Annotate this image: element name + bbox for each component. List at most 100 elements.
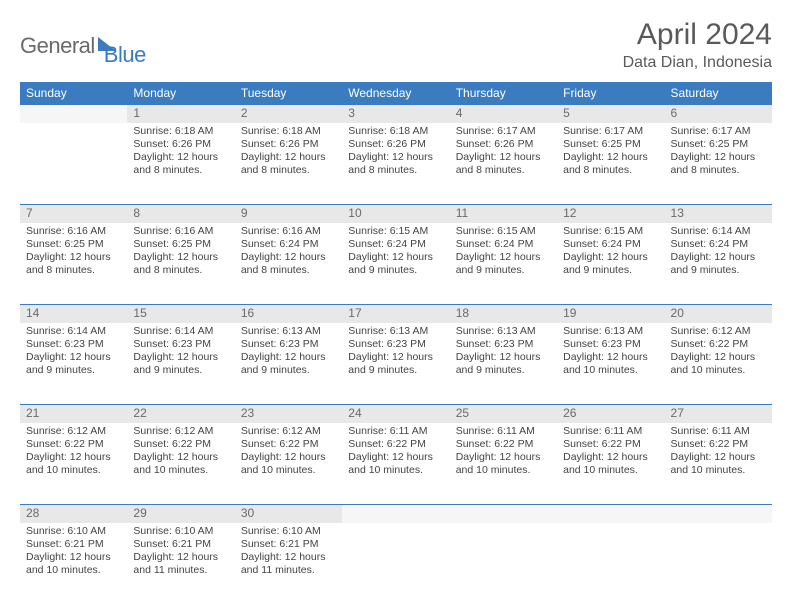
sunrise-line: Sunrise: 6:12 AM — [133, 425, 228, 438]
day-cell: Sunrise: 6:11 AMSunset: 6:22 PMDaylight:… — [342, 423, 449, 505]
month-title: April 2024 — [623, 18, 772, 52]
day-header: Tuesday — [235, 82, 342, 105]
header: General Blue April 2024 Data Dian, Indon… — [20, 18, 772, 72]
logo-text-general: General — [20, 33, 95, 59]
daylight-line: Daylight: 12 hours and 8 minutes. — [241, 151, 336, 177]
day-cell: Sunrise: 6:14 AMSunset: 6:23 PMDaylight:… — [127, 323, 234, 405]
sunrise-line: Sunrise: 6:17 AM — [671, 125, 766, 138]
day-cell: Sunrise: 6:10 AMSunset: 6:21 PMDaylight:… — [127, 523, 234, 605]
day-cell: Sunrise: 6:18 AMSunset: 6:26 PMDaylight:… — [127, 123, 234, 205]
day-cell — [342, 523, 449, 605]
day-cell: Sunrise: 6:18 AMSunset: 6:26 PMDaylight:… — [235, 123, 342, 205]
sunrise-line: Sunrise: 6:10 AM — [133, 525, 228, 538]
day-number-cell: 2 — [235, 105, 342, 123]
day-cell — [450, 523, 557, 605]
day-header: Thursday — [450, 82, 557, 105]
sunrise-line: Sunrise: 6:14 AM — [671, 225, 766, 238]
sunrise-line: Sunrise: 6:13 AM — [348, 325, 443, 338]
sunset-line: Sunset: 6:26 PM — [348, 138, 443, 151]
sunrise-line: Sunrise: 6:16 AM — [241, 225, 336, 238]
day-number-cell: 22 — [127, 405, 234, 423]
sunset-line: Sunset: 6:23 PM — [348, 338, 443, 351]
day-number-cell: 8 — [127, 205, 234, 223]
day-cell: Sunrise: 6:11 AMSunset: 6:22 PMDaylight:… — [450, 423, 557, 505]
daylight-line: Daylight: 12 hours and 10 minutes. — [671, 351, 766, 377]
day-number-cell: 25 — [450, 405, 557, 423]
sunrise-line: Sunrise: 6:12 AM — [26, 425, 121, 438]
day-cell: Sunrise: 6:17 AMSunset: 6:26 PMDaylight:… — [450, 123, 557, 205]
sunrise-line: Sunrise: 6:18 AM — [241, 125, 336, 138]
daylight-line: Daylight: 12 hours and 8 minutes. — [348, 151, 443, 177]
day-number-row: 282930 — [20, 505, 772, 523]
daylight-line: Daylight: 12 hours and 10 minutes. — [133, 451, 228, 477]
sunset-line: Sunset: 6:22 PM — [26, 438, 121, 451]
day-header: Wednesday — [342, 82, 449, 105]
daylight-line: Daylight: 12 hours and 9 minutes. — [671, 251, 766, 277]
day-cell: Sunrise: 6:15 AMSunset: 6:24 PMDaylight:… — [342, 223, 449, 305]
day-header: Saturday — [665, 82, 772, 105]
day-number-cell: 30 — [235, 505, 342, 523]
sunset-line: Sunset: 6:21 PM — [26, 538, 121, 551]
location-label: Data Dian, Indonesia — [623, 54, 772, 72]
sunset-line: Sunset: 6:23 PM — [133, 338, 228, 351]
sunset-line: Sunset: 6:23 PM — [26, 338, 121, 351]
day-number-cell: 12 — [557, 205, 664, 223]
day-number-cell: 10 — [342, 205, 449, 223]
day-number-cell: 16 — [235, 305, 342, 323]
daylight-line: Daylight: 12 hours and 9 minutes. — [133, 351, 228, 377]
daylight-line: Daylight: 12 hours and 10 minutes. — [26, 551, 121, 577]
day-cell — [20, 123, 127, 205]
day-number-row: 14151617181920 — [20, 305, 772, 323]
week-body-row: Sunrise: 6:18 AMSunset: 6:26 PMDaylight:… — [20, 123, 772, 205]
sunrise-line: Sunrise: 6:10 AM — [26, 525, 121, 538]
sunrise-line: Sunrise: 6:11 AM — [671, 425, 766, 438]
daylight-line: Daylight: 12 hours and 8 minutes. — [671, 151, 766, 177]
sunset-line: Sunset: 6:25 PM — [563, 138, 658, 151]
week-body-row: Sunrise: 6:14 AMSunset: 6:23 PMDaylight:… — [20, 323, 772, 405]
sunrise-line: Sunrise: 6:11 AM — [456, 425, 551, 438]
sunset-line: Sunset: 6:21 PM — [241, 538, 336, 551]
sunrise-line: Sunrise: 6:14 AM — [133, 325, 228, 338]
day-number-cell: 4 — [450, 105, 557, 123]
day-number-cell: 9 — [235, 205, 342, 223]
sunrise-line: Sunrise: 6:12 AM — [671, 325, 766, 338]
day-number-row: 78910111213 — [20, 205, 772, 223]
sunset-line: Sunset: 6:22 PM — [671, 438, 766, 451]
sunrise-line: Sunrise: 6:15 AM — [563, 225, 658, 238]
day-number-cell: 28 — [20, 505, 127, 523]
day-cell: Sunrise: 6:12 AMSunset: 6:22 PMDaylight:… — [127, 423, 234, 505]
day-cell: Sunrise: 6:16 AMSunset: 6:25 PMDaylight:… — [127, 223, 234, 305]
day-header: Friday — [557, 82, 664, 105]
daylight-line: Daylight: 12 hours and 11 minutes. — [133, 551, 228, 577]
week-body-row: Sunrise: 6:16 AMSunset: 6:25 PMDaylight:… — [20, 223, 772, 305]
day-number-cell: 27 — [665, 405, 772, 423]
day-number-cell — [342, 505, 449, 523]
sunrise-line: Sunrise: 6:13 AM — [563, 325, 658, 338]
sunrise-line: Sunrise: 6:14 AM — [26, 325, 121, 338]
sunrise-line: Sunrise: 6:13 AM — [241, 325, 336, 338]
day-cell: Sunrise: 6:14 AMSunset: 6:23 PMDaylight:… — [20, 323, 127, 405]
day-cell — [665, 523, 772, 605]
sunset-line: Sunset: 6:21 PM — [133, 538, 228, 551]
daylight-line: Daylight: 12 hours and 9 minutes. — [456, 351, 551, 377]
sunset-line: Sunset: 6:25 PM — [133, 238, 228, 251]
sunrise-line: Sunrise: 6:17 AM — [456, 125, 551, 138]
day-cell: Sunrise: 6:16 AMSunset: 6:24 PMDaylight:… — [235, 223, 342, 305]
day-number-cell: 7 — [20, 205, 127, 223]
day-number-cell: 5 — [557, 105, 664, 123]
sunset-line: Sunset: 6:23 PM — [563, 338, 658, 351]
day-cell: Sunrise: 6:18 AMSunset: 6:26 PMDaylight:… — [342, 123, 449, 205]
daylight-line: Daylight: 12 hours and 8 minutes. — [563, 151, 658, 177]
day-number-cell: 18 — [450, 305, 557, 323]
sunset-line: Sunset: 6:23 PM — [456, 338, 551, 351]
sunset-line: Sunset: 6:22 PM — [133, 438, 228, 451]
day-cell: Sunrise: 6:12 AMSunset: 6:22 PMDaylight:… — [665, 323, 772, 405]
sunset-line: Sunset: 6:26 PM — [133, 138, 228, 151]
sunset-line: Sunset: 6:26 PM — [241, 138, 336, 151]
daylight-line: Daylight: 12 hours and 9 minutes. — [26, 351, 121, 377]
logo-text-blue: Blue — [104, 42, 146, 68]
day-number-row: 123456 — [20, 105, 772, 123]
day-number-cell — [450, 505, 557, 523]
day-cell: Sunrise: 6:15 AMSunset: 6:24 PMDaylight:… — [557, 223, 664, 305]
daylight-line: Daylight: 12 hours and 8 minutes. — [133, 251, 228, 277]
